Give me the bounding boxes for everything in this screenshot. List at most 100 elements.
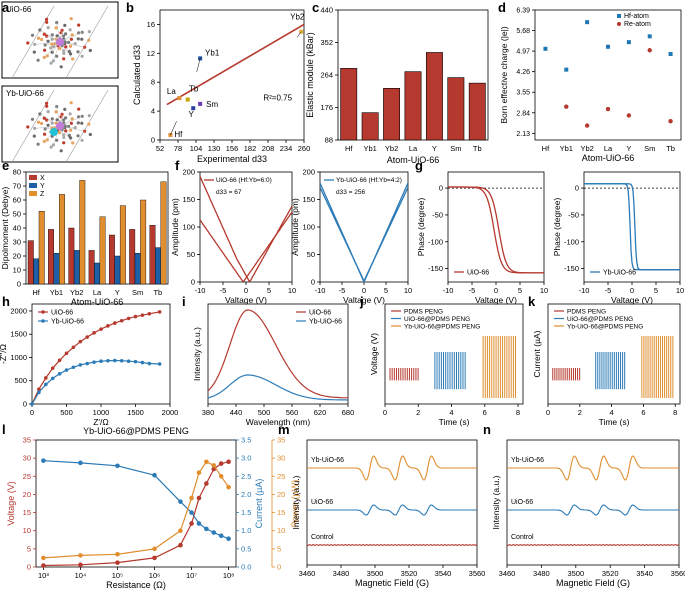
plot-frame: [534, 9, 682, 141]
x-tick-label: Tb: [666, 144, 675, 153]
panel-l: Yb-UiO-66@PDMS PENG 10³ 10⁴ 10⁵ 10⁶ 10⁷ 10⁸ Res…: [6, 426, 300, 590]
atom: [63, 126, 67, 130]
x-tick-label: Sm: [132, 288, 143, 297]
y-tick-label: 50: [307, 250, 315, 259]
x-tick-label: 3480: [333, 569, 350, 578]
legend-marker: [41, 310, 45, 314]
y-tick-label: 80: [13, 168, 21, 177]
data-point-Voltage: [115, 560, 120, 565]
x-tick-label: 5: [518, 286, 522, 295]
legend-label: Yb-UiO-66 (Hf:Yb=4:2): [336, 177, 402, 184]
y3-tick-label: 15: [277, 508, 285, 517]
atom: [26, 125, 30, 129]
atom: [77, 23, 81, 27]
legend-label: Yb-UiO-66: [603, 270, 636, 277]
data-point: [37, 390, 41, 395]
bar-Y-Yb1: [53, 252, 60, 285]
x-tick-label: 0: [546, 408, 550, 417]
bar-Z-Y: [119, 205, 126, 285]
data-point: [119, 358, 124, 363]
bar-Z-Hf: [38, 210, 45, 285]
y-tick-label: -150: [564, 264, 579, 273]
data-point-Current: [226, 536, 231, 541]
x-tick-label: -5: [339, 286, 346, 295]
atom: [55, 118, 59, 122]
r2-label: R²=0.75: [263, 93, 292, 102]
atom: [32, 50, 36, 54]
data-point-La: [177, 96, 182, 101]
data-point-Voltage: [178, 542, 183, 548]
legend-label: Z: [40, 191, 45, 198]
y-tick-label: 200: [182, 168, 195, 177]
y-axis-title: Intensity (a.u.): [192, 327, 202, 381]
series-label: Control: [511, 534, 534, 541]
x-tick-label: 0: [244, 286, 248, 295]
atom: [68, 28, 72, 32]
point-label-Sm: Sm: [206, 100, 218, 109]
series-label: Yb-UiO-66: [511, 457, 544, 464]
point-hf-Hf: [543, 46, 548, 51]
data-point: [37, 387, 41, 391]
legend-label: UiO-66: [309, 310, 331, 317]
data-point-Voltage: [218, 461, 224, 466]
panel-label-d: d: [498, 0, 506, 15]
y-tick-label: 176: [320, 103, 333, 112]
x-tick-label: 208: [262, 144, 275, 153]
structure-label: Yb-UiO-66: [6, 89, 44, 98]
x-tick-label: 0: [630, 286, 634, 295]
spectrum-UiO-66: [207, 309, 349, 399]
bar-Y-La: [94, 262, 101, 285]
data-point-Power: [115, 552, 120, 557]
x-axis-title: Z'/Ω: [93, 417, 109, 427]
y-tick-label: 150: [182, 195, 195, 204]
data-point: [126, 316, 131, 321]
bar-Z-Yb1: [59, 194, 65, 285]
plot-frame: [199, 171, 293, 283]
spectrum-Yb-UiO-66: [207, 374, 348, 401]
y3-tick-label: 35: [277, 436, 285, 445]
data-point: [64, 351, 69, 356]
data-point-Power: [178, 528, 183, 534]
metal-center: [56, 122, 64, 130]
x-tick-label: 3500: [367, 569, 384, 578]
y-tick-label: 0: [575, 184, 579, 193]
point-label-Yb1: Yb1: [205, 48, 220, 57]
panel-label-b: b: [126, 0, 134, 15]
x-tick-label: 6: [483, 408, 487, 417]
panel-m: 3460 3480 3500 3520 3540 3560 Magnetic Field (…: [291, 439, 485, 588]
data-point: [78, 363, 83, 367]
atom: [63, 107, 67, 111]
x-tick-label: 234: [280, 144, 293, 153]
data-point: [85, 335, 89, 339]
data-point: [30, 402, 34, 406]
y-tick-label: 352: [320, 38, 333, 47]
x-axis-title: Atom-UiO-66: [387, 155, 440, 165]
y-tick-label: 10: [13, 266, 21, 275]
atom: [88, 48, 92, 53]
panel-label-m: m: [278, 422, 290, 437]
y-tick-label: 2.84: [516, 110, 530, 117]
x-axis-title: Atom-UiO-66: [582, 153, 635, 163]
y-tick-label: 0: [439, 184, 443, 193]
x-axis-title: Wavelength (nm): [246, 417, 311, 427]
data-point: [113, 358, 117, 363]
metal-center: [56, 38, 64, 46]
data-point: [57, 371, 62, 376]
y-tick-label: 4.26: [516, 69, 530, 76]
x-tick-label: 10: [288, 286, 296, 295]
data-point-Voltage: [204, 481, 209, 486]
point-hf-Yb2: [585, 20, 590, 25]
atom: [87, 30, 91, 34]
series-line-Voltage: [43, 461, 229, 567]
cell-edge: [65, 5, 109, 79]
data-point-Voltage: [196, 495, 202, 501]
x-tick-label: 10: [676, 286, 684, 295]
data-point: [140, 360, 145, 365]
atom: [26, 41, 30, 45]
atom: [69, 121, 73, 125]
x-tick-label: Hf: [542, 144, 550, 153]
x-tick-label: Hf: [32, 288, 40, 297]
plot-frame: [306, 439, 478, 566]
plot-frame: [384, 303, 524, 405]
atom: [46, 26, 50, 30]
